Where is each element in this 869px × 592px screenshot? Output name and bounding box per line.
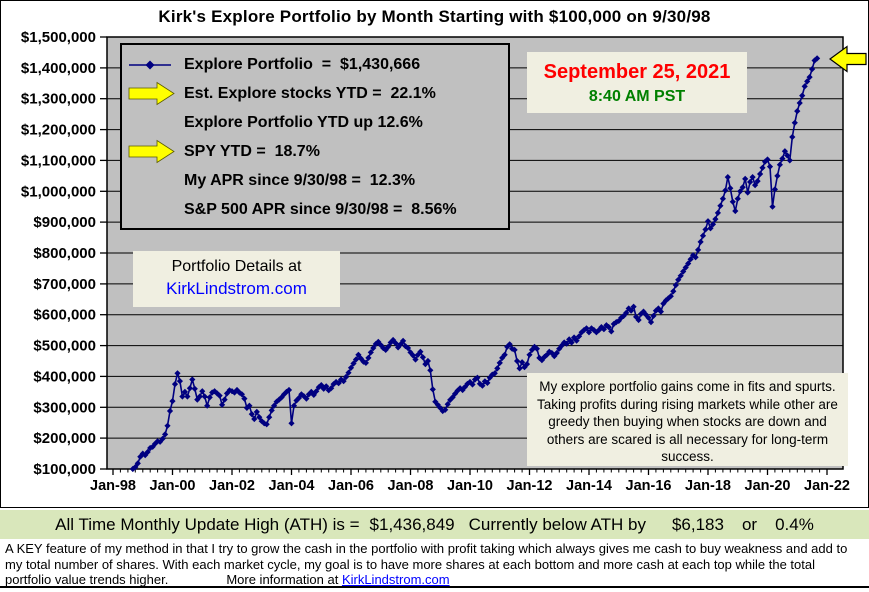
annotation-text: My explore portfolio gains come in fits … [537, 379, 838, 464]
ath-label: All Time Monthly Update High (ATH) is = [55, 514, 360, 534]
y-axis-label: $700,000 [33, 276, 96, 293]
details-title: Portfolio Details at [171, 258, 302, 275]
y-axis-label: $500,000 [33, 338, 96, 355]
y-axis-label: $1,500,000 [21, 29, 96, 46]
explore-portfolio-series-marker-icon [129, 60, 171, 69]
date-box: September 25, 2021 8:40 AM PST [527, 52, 747, 113]
x-axis-label: Jan-08 [388, 478, 434, 494]
y-axis-label: $1,000,000 [21, 183, 96, 200]
legend-item-label: Explore Portfolio YTD up 12.6% [184, 113, 423, 131]
legend-item: Est. Explore stocks YTD = 22.1% [122, 79, 508, 108]
legend-item: My APR since 9/30/98 = 12.3% [122, 166, 508, 195]
yellow-arrow-right-icon [128, 81, 175, 106]
x-axis-label: Jan-02 [209, 478, 255, 494]
legend-item: Explore Portfolio = $1,430,666 [122, 50, 508, 79]
y-axis-label: $100,000 [33, 461, 96, 478]
yellow-arrow-right-icon [128, 139, 175, 164]
y-axis-label: $1,200,000 [21, 122, 96, 139]
ath-below-pct: 0.4% [775, 514, 814, 534]
ath-below-amount: $6,183 [671, 514, 724, 534]
x-axis-label: Jan-16 [626, 478, 672, 494]
y-axis-label: $800,000 [33, 245, 96, 262]
legend-rows: Explore Portfolio = $1,430,666 Est. Explo… [122, 50, 508, 224]
y-axis-label: $1,100,000 [21, 152, 96, 169]
kirklindstrom-link[interactable]: KirkLindstrom.com [166, 279, 307, 298]
x-axis-label: Jan-22 [804, 478, 850, 494]
more-info-label: More information at [226, 572, 342, 587]
time-text: 8:40 AM PST [588, 88, 686, 105]
x-axis-label: Jan-20 [745, 478, 791, 494]
date-text: September 25, 2021 [543, 61, 731, 83]
legend-item: S&P 500 APR since 9/30/98 = 8.56% [122, 195, 508, 224]
ath-value: $1,436,849 [369, 514, 455, 534]
chart-title: Kirk's Explore Portfolio by Month Starti… [158, 7, 711, 26]
ath-middle-text: Currently below ATH by [468, 514, 646, 534]
y-axis-label: $200,000 [33, 430, 96, 447]
x-axis-label: Jan-18 [685, 478, 731, 494]
legend-item: Explore Portfolio YTD up 12.6% [122, 108, 508, 137]
x-axis-label: Jan-04 [269, 478, 315, 494]
y-axis-label: $400,000 [33, 368, 96, 385]
x-axis-label: Jan-14 [566, 478, 612, 494]
footer: A KEY feature of my method in that I try… [0, 541, 869, 588]
legend-item-gutter [122, 81, 184, 106]
ath-or-label: or [741, 514, 758, 534]
bottom-border-line [0, 586, 869, 588]
x-axis-label: Jan-98 [90, 478, 136, 494]
legend-item-label: S&P 500 APR since 9/30/98 = 8.56% [184, 200, 457, 218]
y-axis-label: $1,300,000 [21, 91, 96, 108]
y-axis-label: $900,000 [33, 214, 96, 231]
legend-item-label: Est. Explore stocks YTD = 22.1% [184, 84, 436, 102]
footer-text: A KEY feature of my method in that I try… [5, 541, 848, 587]
details-box: Portfolio Details at KirkLindstrom.com [133, 251, 340, 307]
legend-item-label: Explore Portfolio = $1,430,666 [184, 55, 421, 73]
x-axis-label: Jan-10 [447, 478, 493, 494]
y-axis-label: $300,000 [33, 399, 96, 416]
yellow-arrow-left-icon [828, 45, 867, 73]
x-axis-label: Jan-12 [507, 478, 553, 494]
yellow-arrow-left-icon [828, 45, 867, 73]
y-axis-label: $1,400,000 [21, 60, 96, 77]
x-axis-label: Jan-00 [150, 478, 196, 494]
legend-item-gutter [122, 59, 184, 71]
x-axis-label: Jan-06 [328, 478, 374, 494]
y-axis-label: $600,000 [33, 307, 96, 324]
annotation-box: My explore portfolio gains come in fits … [527, 373, 848, 466]
legend-box: Explore Portfolio = $1,430,666 Est. Explo… [120, 43, 510, 230]
legend-item-label: SPY YTD = 18.7% [184, 142, 320, 160]
legend-item-gutter [122, 139, 184, 164]
ath-bar: All Time Monthly Update High (ATH) is = … [0, 510, 869, 539]
legend-item: SPY YTD = 18.7% [122, 137, 508, 166]
footer-link[interactable]: KirkLindstrom.com [341, 572, 450, 587]
legend-item-label: My APR since 9/30/98 = 12.3% [184, 171, 416, 189]
